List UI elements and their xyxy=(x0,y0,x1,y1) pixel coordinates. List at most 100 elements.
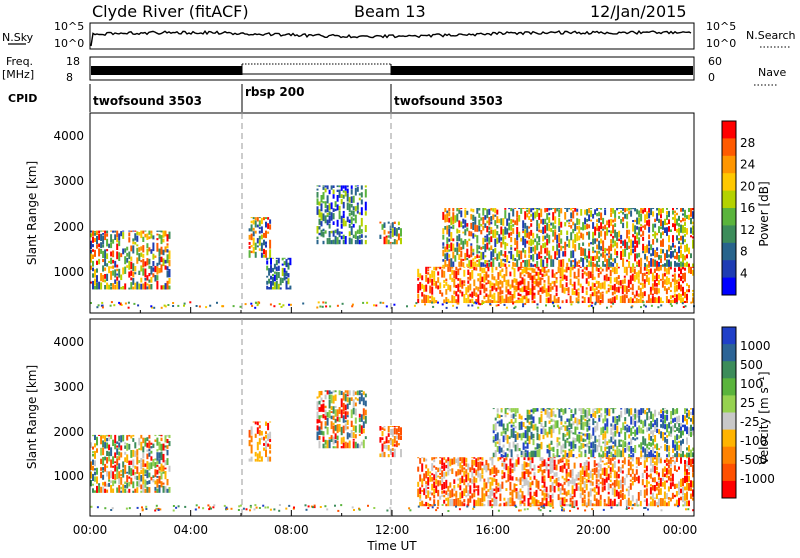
power-cell-r5 xyxy=(487,279,490,284)
velocity-cell-r0 xyxy=(112,488,115,493)
power-cell-r5 xyxy=(587,297,590,303)
power-cell-r6 xyxy=(546,208,549,212)
velocity-cell-r4 xyxy=(543,481,546,488)
power-cell-r0 xyxy=(104,249,107,259)
velocity-cell-r2 xyxy=(344,393,347,402)
power-cell-r2 xyxy=(283,261,286,266)
power-cell-r5 xyxy=(431,270,434,278)
velocity-cell-r5 xyxy=(564,425,567,431)
velocity-cell-r5 xyxy=(496,408,499,413)
power-cell-r6 xyxy=(654,231,657,239)
power-cell-r5 xyxy=(633,294,636,299)
velocity-cell-r5 xyxy=(614,449,617,455)
velocity-cell-r4 xyxy=(479,498,482,507)
velocity-cell-r5 xyxy=(506,434,509,444)
xtick-0800: 08:00 xyxy=(274,523,309,537)
velocity-cell-r4 xyxy=(669,467,672,477)
velocity-cell-r4 xyxy=(557,487,560,492)
velocity-cell-r0 xyxy=(104,488,107,493)
power-cell-r6 xyxy=(516,240,519,250)
velocity-cell-r4 xyxy=(501,463,504,467)
velocity-cell-r5 xyxy=(684,415,686,422)
power-cell-r6 xyxy=(498,262,501,267)
power-cell-r3 xyxy=(344,185,347,191)
velocity-colorbar-swatch xyxy=(722,327,736,345)
power-cell-r5 xyxy=(631,273,634,281)
power-cell-r0 xyxy=(160,264,163,273)
velocity-cell-r0 xyxy=(142,446,145,453)
power-cell-r6 xyxy=(588,208,591,214)
power-cell-r6 xyxy=(522,236,525,246)
power-cell-r6 xyxy=(674,245,676,248)
power-cell-r3 xyxy=(338,231,341,238)
power-cell-r6 xyxy=(490,236,493,243)
velocity-cell-r4 xyxy=(465,457,468,463)
velocity-cell-r0 xyxy=(120,445,123,451)
velocity-cell-r4 xyxy=(645,465,648,472)
power-speckle xyxy=(177,304,180,307)
power-cell-r6 xyxy=(670,245,672,250)
velocity-cell-r4 xyxy=(569,480,572,484)
power-cell-r5 xyxy=(483,301,486,303)
power-speckle xyxy=(254,306,257,309)
velocity-cell-r5 xyxy=(692,415,694,425)
power-cell-r5 xyxy=(509,291,512,296)
power-cell-r3 xyxy=(340,215,343,224)
freq-tick-top: 18 xyxy=(66,55,80,68)
power-cell-r6 xyxy=(516,259,519,267)
velocity-cell-r0 xyxy=(154,462,157,468)
power-cell-r6 xyxy=(540,208,543,218)
velocity-cell-r5 xyxy=(550,440,553,445)
power-cell-r0 xyxy=(138,232,141,236)
velocity-cell-r4 xyxy=(657,483,660,489)
velocity-speckle xyxy=(145,508,148,510)
velocity-cell-r4 xyxy=(613,488,616,497)
velocity-cell-r5 xyxy=(692,430,694,436)
velocity-cell-r4 xyxy=(649,473,652,479)
velocity-cell-r2 xyxy=(316,401,319,411)
velocity-cell-r4 xyxy=(529,487,532,491)
velocity-cell-r4 xyxy=(675,491,678,497)
power-cell-r6 xyxy=(616,208,619,211)
velocity-cell-r5 xyxy=(506,453,509,458)
power-cell-r5 xyxy=(655,273,658,282)
velocity-cell-r0 xyxy=(106,457,109,464)
power-cell-r6 xyxy=(550,208,553,210)
velocity-cell-r5 xyxy=(558,441,561,446)
power-cell-r6 xyxy=(628,252,631,260)
velocity-cell-r4 xyxy=(461,457,464,464)
power-cell-r6 xyxy=(680,261,682,267)
velocity-cell-r5 xyxy=(682,424,684,428)
velocity-cell-r1 xyxy=(258,451,261,459)
power-cell-r6 xyxy=(484,208,487,211)
power-cell-r5 xyxy=(493,295,496,303)
power-cell-r6 xyxy=(604,208,607,209)
power-cell-r5 xyxy=(621,285,624,295)
velocity-cell-r4 xyxy=(682,495,684,503)
power-cell-r6 xyxy=(692,221,694,225)
velocity-cell-r5 xyxy=(572,432,575,435)
velocity-cell-r4 xyxy=(531,468,534,471)
velocity-cell-r5 xyxy=(536,449,539,458)
velocity-cell-r5 xyxy=(574,426,577,435)
power-colorbar-swatch xyxy=(722,225,736,244)
velocity-cell-r3 xyxy=(381,443,384,452)
power-cell-r5 xyxy=(684,272,686,282)
velocity-speckle xyxy=(125,507,128,510)
power-cell-r2 xyxy=(277,283,280,290)
velocity-cell-r5 xyxy=(666,445,669,452)
power-cell-r6 xyxy=(494,238,497,247)
velocity-cell-r4 xyxy=(501,470,504,475)
power-cell-r1 xyxy=(258,239,261,246)
velocity-cell-r5 xyxy=(562,409,565,415)
power-cell-r0 xyxy=(166,280,169,290)
power-cell-r5 xyxy=(655,287,658,295)
velocity-cell-r5 xyxy=(624,408,627,415)
power-cell-r6 xyxy=(578,243,581,250)
power-cell-r6 xyxy=(612,244,615,248)
power-cell-r2 xyxy=(266,280,269,285)
power-cell-r6 xyxy=(566,235,569,241)
power-cell-r5 xyxy=(497,272,500,280)
velocity-cell-r5 xyxy=(602,433,605,440)
power-speckle xyxy=(257,301,260,304)
